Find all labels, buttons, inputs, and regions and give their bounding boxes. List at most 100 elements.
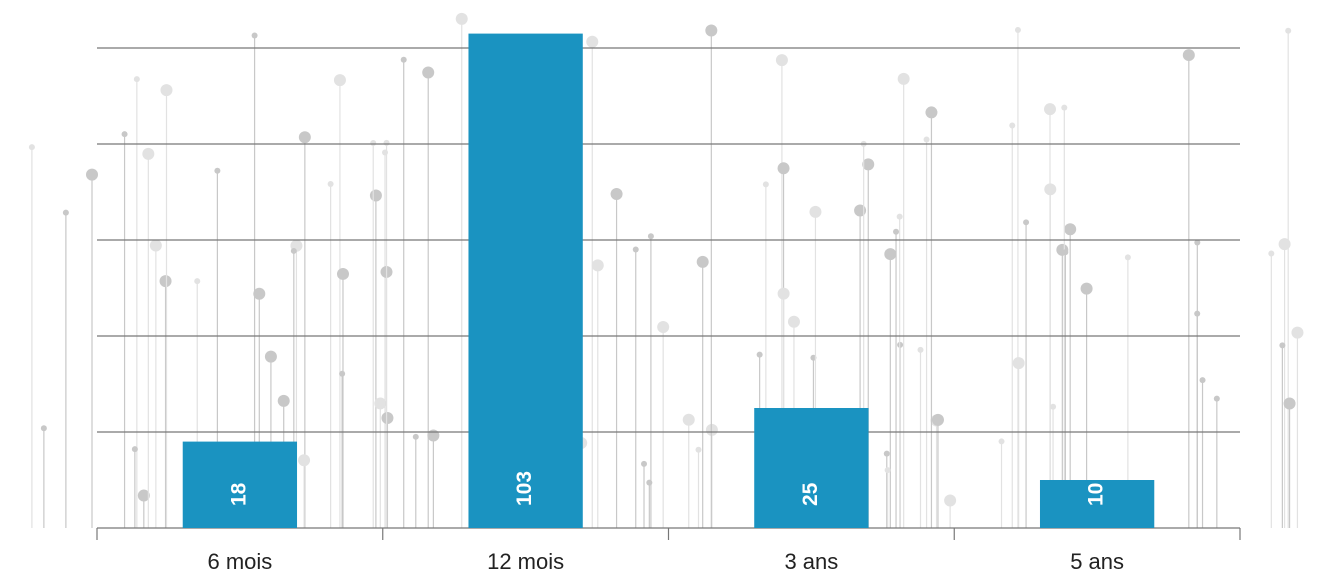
decor-dot (944, 494, 957, 507)
decor-dot (1278, 238, 1291, 251)
decor-dot (931, 413, 944, 426)
decor-dot (339, 370, 346, 377)
decor-dot (762, 181, 769, 188)
decor-dot (1213, 395, 1220, 402)
value-label: 25 (799, 482, 822, 506)
bar (182, 441, 298, 528)
bar (1039, 480, 1155, 528)
decor-dot (923, 136, 930, 143)
decor-dot (1291, 326, 1304, 339)
value-label: 10 (1085, 483, 1108, 506)
decor-dot (290, 247, 297, 254)
decor-dot (809, 205, 822, 218)
decor-dot (28, 144, 35, 151)
background-decoration (28, 12, 1304, 528)
decor-dot (1124, 254, 1131, 261)
decor-dot (893, 228, 900, 235)
decor-dot (1182, 49, 1195, 62)
decor-dot (142, 147, 155, 160)
decor-dot (705, 24, 718, 37)
decor-dot (647, 233, 654, 240)
decor-dot (777, 162, 790, 175)
decor-dot (682, 413, 695, 426)
decor-dot (1044, 103, 1057, 116)
decor-dot (86, 168, 99, 181)
decor-dot (1064, 223, 1077, 236)
decor-dot (1023, 219, 1030, 226)
decor-dot (374, 397, 387, 410)
decor-dot (925, 106, 938, 119)
decor-dot (251, 32, 258, 39)
decor-dot (862, 158, 875, 171)
decor-dot (1268, 250, 1275, 257)
decor-dot (1199, 377, 1206, 384)
decor-dot (400, 56, 407, 63)
decor-dot (383, 139, 390, 146)
decor-dot (1194, 239, 1201, 246)
decor-dot (1080, 282, 1093, 295)
decor-dot (1062, 249, 1069, 256)
decor-dot (1283, 397, 1296, 410)
x-tick-label: 6 mois (207, 549, 272, 574)
decor-dot (998, 438, 1005, 445)
decor-dot (40, 425, 47, 432)
decor-dot (632, 246, 639, 253)
decor-dot (422, 66, 435, 79)
decor-dot (641, 460, 648, 467)
decor-dot (787, 315, 800, 328)
decor-dot (333, 74, 346, 87)
decor-dot (455, 12, 468, 25)
value-label: 18 (227, 482, 250, 506)
decor-dot (1009, 122, 1016, 129)
decor-dot (777, 287, 790, 300)
decor-dot (657, 320, 670, 333)
decor-dot (369, 189, 382, 202)
decor-dot (160, 84, 173, 97)
decor-dot (917, 346, 924, 353)
value-label: 103 (513, 471, 536, 506)
decor-dot (194, 278, 201, 285)
decor-dot (1014, 26, 1021, 33)
decor-dot (133, 76, 140, 83)
decor-dot (298, 454, 311, 467)
decor-dot (264, 350, 277, 363)
decor-dot (253, 287, 266, 300)
decor-dot (695, 446, 702, 453)
decor-dot (137, 489, 150, 502)
decor-dot (427, 429, 440, 442)
bar (754, 408, 869, 528)
decor-dot (896, 213, 903, 220)
decor-dot (381, 411, 394, 424)
decor-dot (591, 259, 604, 272)
x-tick-label: 12 mois (487, 549, 564, 574)
decor-dot (214, 167, 221, 174)
decor-dot (1285, 27, 1292, 34)
decor-dot (1279, 342, 1286, 349)
decor-dot (149, 239, 162, 252)
decor-dot (775, 54, 788, 67)
decor-dot (884, 467, 891, 474)
decor-dot (883, 450, 890, 457)
decor-dot (897, 72, 910, 85)
decor-dot (277, 394, 290, 407)
decor-dot (370, 139, 377, 146)
decor-dot (586, 35, 599, 48)
x-tick-label: 5 ans (1070, 549, 1124, 574)
decor-dot (756, 351, 763, 358)
decor-dot (159, 275, 172, 288)
decor-dot (412, 433, 419, 440)
decor-dot (121, 131, 128, 138)
decor-dot (1012, 357, 1025, 370)
decor-dot (884, 248, 897, 261)
decor-dot (1044, 183, 1057, 196)
decor-dot (327, 180, 334, 187)
decor-dot (854, 204, 867, 217)
decor-dot (131, 446, 138, 453)
decor-dot (610, 188, 623, 201)
decor-dot (1050, 403, 1057, 410)
decor-dot (336, 267, 349, 280)
decor-dot (62, 209, 69, 216)
bar (468, 33, 583, 528)
x-tick-label: 3 ans (784, 549, 838, 574)
